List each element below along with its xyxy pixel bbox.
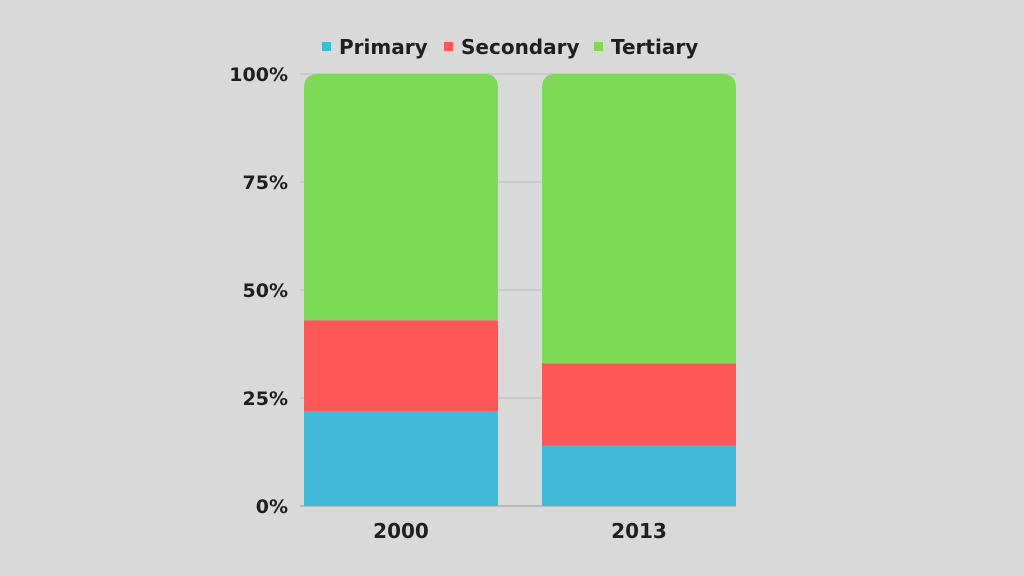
legend-item-tertiary: Tertiary (594, 35, 698, 59)
bar-tertiary-2000 (304, 74, 498, 321)
bars (304, 74, 736, 506)
y-tick-label: 100% (229, 64, 288, 86)
y-tick-label: 75% (243, 172, 288, 194)
bar-tertiary-2013 (542, 74, 736, 364)
bar-secondary-2013 (542, 363, 736, 446)
legend-swatch (322, 42, 331, 51)
legend-item-primary: Primary (322, 35, 428, 59)
y-tick-label: 25% (243, 388, 288, 410)
bar-primary-2000 (304, 410, 498, 506)
y-tick-label: 50% (243, 280, 288, 302)
bar-secondary-2000 (304, 320, 498, 411)
legend-swatch (444, 42, 453, 51)
legend-label: Secondary (461, 35, 580, 59)
legend-item-secondary: Secondary (444, 35, 580, 59)
legend-label: Tertiary (611, 35, 698, 59)
x-tick-label: 2013 (611, 519, 667, 543)
legend-swatch (594, 42, 603, 51)
bar-primary-2013 (542, 445, 736, 506)
legend-label: Primary (339, 35, 428, 59)
axes: 0% 25% 50% 75% 100% 2000 2013 (229, 64, 736, 543)
y-tick-label: 0% (256, 496, 288, 518)
legend: Primary Secondary Tertiary (322, 35, 698, 59)
x-tick-label: 2000 (373, 519, 429, 543)
